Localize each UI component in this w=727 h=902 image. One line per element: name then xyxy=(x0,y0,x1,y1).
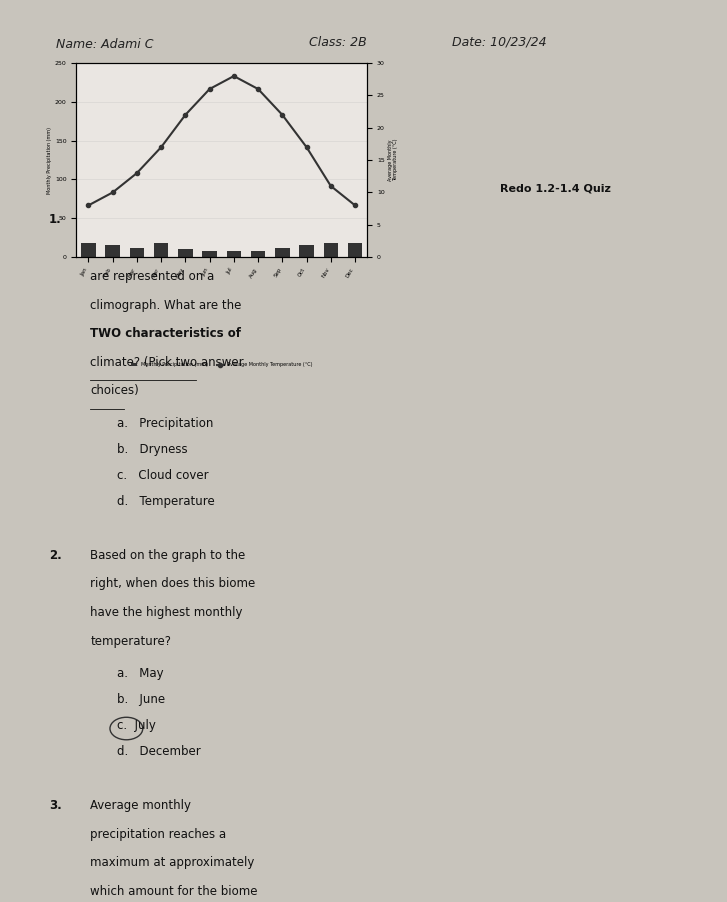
Bar xyxy=(202,251,217,257)
Text: right, when does this biome: right, when does this biome xyxy=(90,577,255,591)
Bar xyxy=(275,248,289,257)
Y-axis label: Monthly Precipitation (mm): Monthly Precipitation (mm) xyxy=(47,126,52,194)
Text: choices): choices) xyxy=(90,384,139,397)
Text: have the highest monthly: have the highest monthly xyxy=(90,606,243,619)
Bar xyxy=(81,244,96,257)
Text: 2.: 2. xyxy=(49,548,62,562)
Bar xyxy=(324,244,338,257)
Text: d.   December: d. December xyxy=(118,745,201,759)
Bar xyxy=(227,251,241,257)
Y-axis label: Average Monthly
Temperature (°C): Average Monthly Temperature (°C) xyxy=(387,139,398,181)
Bar xyxy=(178,249,193,257)
Bar xyxy=(154,244,169,257)
Text: Date: 10/23/24: Date: 10/23/24 xyxy=(452,36,547,49)
Text: a.   Precipitation: a. Precipitation xyxy=(118,418,214,430)
Text: climate? (Pick two answer: climate? (Pick two answer xyxy=(90,355,244,369)
Text: maximum at approximately: maximum at approximately xyxy=(90,856,254,870)
Text: Average monthly: Average monthly xyxy=(90,799,191,812)
Text: which amount for the biome: which amount for the biome xyxy=(90,885,257,897)
Legend: Monthly Precipitation (mm), Average Monthly Temperature (°C): Monthly Precipitation (mm), Average Mont… xyxy=(129,360,315,369)
Bar xyxy=(300,245,314,257)
Text: TWO characteristics of: TWO characteristics of xyxy=(90,327,241,340)
Text: 1.: 1. xyxy=(49,213,62,226)
Text: climograph. What are the: climograph. What are the xyxy=(90,299,241,311)
Text: Redo 1.2-1.4 Quiz: Redo 1.2-1.4 Quiz xyxy=(500,183,611,193)
Bar xyxy=(105,245,120,257)
Text: The two defining: The two defining xyxy=(90,213,189,226)
Text: a.   May: a. May xyxy=(118,667,164,680)
Bar xyxy=(129,248,144,257)
Text: d.   Temperature: d. Temperature xyxy=(118,495,215,508)
Text: are represented on a: are represented on a xyxy=(90,270,214,283)
Text: c.  July: c. July xyxy=(118,720,156,732)
Text: temperature?: temperature? xyxy=(90,635,171,648)
Text: b.   June: b. June xyxy=(118,694,166,706)
Text: Name: Adami C: Name: Adami C xyxy=(56,39,153,51)
Text: c.   Cloud cover: c. Cloud cover xyxy=(118,469,209,483)
Text: 3.: 3. xyxy=(49,799,62,812)
Bar xyxy=(348,244,362,257)
Text: Class: 2B: Class: 2B xyxy=(309,36,366,49)
Text: precipitation reaches a: precipitation reaches a xyxy=(90,828,226,841)
Bar xyxy=(251,251,265,257)
Text: Based on the graph to the: Based on the graph to the xyxy=(90,548,246,562)
Text: characteristics of climate: characteristics of climate xyxy=(90,242,240,254)
Text: b.   Dryness: b. Dryness xyxy=(118,443,188,456)
